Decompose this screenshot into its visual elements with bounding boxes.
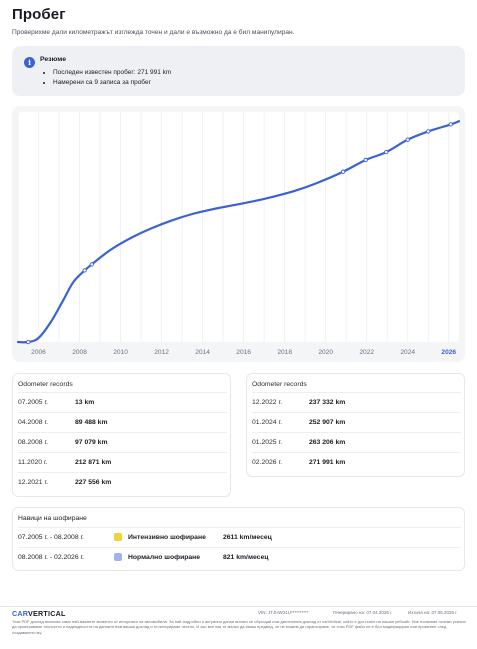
odometer-row: 02.2026 г. 271 991 km (252, 452, 461, 471)
record-date: 12.2022 г. (252, 399, 282, 406)
x-tick-label: 2024 (400, 349, 415, 356)
odometer-row: 12.2021 г. 227 556 km (18, 472, 227, 491)
x-tick-label: 2014 (195, 349, 210, 356)
driving-row: 08.2008 г. - 02.2026 г. Нормално шофиран… (18, 547, 461, 567)
driving-type: Нормално шофиране (128, 554, 201, 561)
record-point (26, 339, 31, 345)
record-date: 07.2005 г. (18, 399, 48, 406)
driving-swatch (114, 553, 122, 561)
x-tick-label: 2026 (441, 349, 456, 356)
record-value: 271 991 km (309, 459, 346, 466)
summary-list: Последен известен пробег: 271 991 km Нам… (48, 68, 171, 87)
odometer-records-right: Odometer records 12.2022 г. 237 332 km 0… (246, 373, 465, 477)
odometer-title: Odometer records (18, 381, 73, 388)
record-date: 11.2020 г. (18, 459, 48, 466)
odometer-row: 08.2008 г. 97 079 km (18, 432, 227, 451)
driving-row: 07.2005 г. - 08.2008 г. Интензивно шофир… (18, 527, 461, 547)
driving-swatch (114, 533, 122, 541)
x-tick-label: 2008 (72, 349, 87, 356)
record-date: 01.2024 г. (252, 419, 282, 426)
record-value: 212 871 km (75, 459, 112, 466)
record-value: 89 488 km (75, 419, 108, 426)
record-date: 01.2025 г. (252, 439, 282, 446)
driving-range: 08.2008 г. - 02.2026 г. (18, 554, 85, 561)
record-value: 227 556 km (75, 479, 112, 486)
x-tick-label: 2016 (236, 349, 251, 356)
driving-habits: Навици на шофиране 07.2005 г. - 08.2008 … (12, 507, 465, 571)
record-point (340, 169, 346, 174)
x-tick-label: 2020 (318, 349, 333, 356)
odometer-title: Odometer records (252, 381, 307, 388)
record-date: 12.2021 г. (18, 479, 48, 486)
record-date: 04.2008 г. (18, 419, 48, 426)
page-title: Пробег (12, 6, 66, 23)
record-value: 263 206 km (309, 439, 346, 446)
mileage-chart-card: 2006 2008 2010 2012 2014 2016 2018 2020 2022 2024… (12, 106, 465, 362)
mileage-chart: 2006 2008 2010 2012 2014 2016 2018 2020 2022 2024… (16, 112, 461, 356)
record-point (82, 268, 87, 273)
driving-rate: 2611 km/месец (223, 534, 272, 541)
mileage-line (16, 120, 461, 344)
odometer-row: 01.2025 г. 263 206 km (252, 432, 461, 451)
x-tick-label: 2022 (359, 349, 374, 356)
driving-title: Навици на шофиране (18, 515, 87, 522)
driving-range: 07.2005 г. - 08.2008 г. (18, 534, 85, 541)
record-point (363, 157, 368, 163)
summary-item: Последен известен пробег: 271 991 km (53, 68, 171, 78)
footer-disclaimer: Този PDF доклад включва само най-важните… (12, 619, 466, 635)
x-tick-label: 2006 (31, 349, 46, 356)
carvertical-logo: CARVERTICAL (12, 609, 66, 618)
odometer-row: 01.2024 г. 252 907 km (252, 412, 461, 431)
driving-type: Интензивно шофиране (128, 534, 206, 541)
record-value: 237 332 km (309, 399, 346, 406)
footer-divider (0, 606, 477, 607)
odometer-row: 07.2005 г. 13 km (18, 392, 227, 411)
odometer-row: 12.2022 г. 237 332 km (252, 392, 461, 411)
record-date: 02.2026 г. (252, 459, 282, 466)
record-point (384, 149, 389, 155)
record-point (405, 137, 410, 142)
info-icon: i (24, 57, 35, 68)
x-tick-label: 2012 (154, 349, 169, 356)
summary-item: Намерени са 9 записа за пробег (53, 78, 171, 88)
footer-generated: Генерирано на: 07.04.2026 г. (333, 610, 393, 615)
driving-rate: 821 km/месец (223, 554, 269, 561)
x-tick-label: 2010 (113, 349, 128, 356)
footer-vin: VIN: JTJHW31U********** (258, 610, 309, 615)
record-point (448, 122, 453, 127)
odometer-row: 11.2020 г. 212 871 km (18, 452, 227, 471)
summary-title: Резюме (40, 56, 67, 63)
record-point (89, 262, 94, 267)
odometer-row: 04.2008 г. 89 488 km (18, 412, 227, 431)
record-date: 08.2008 г. (18, 439, 48, 446)
record-value: 13 km (75, 399, 95, 406)
page-subtitle: Проверихме дали километражът изглежда то… (12, 29, 295, 36)
summary-box: i Резюме Последен известен пробег: 271 9… (12, 46, 465, 96)
footer-expires: Изтича на: 07.05.2026 г. (408, 610, 458, 615)
x-tick-label: 2018 (277, 349, 292, 356)
odometer-records-left: Odometer records 07.2005 г. 13 km 04.200… (12, 373, 231, 497)
record-value: 252 907 km (309, 419, 346, 426)
record-value: 97 079 km (75, 439, 108, 446)
record-point (426, 129, 431, 134)
